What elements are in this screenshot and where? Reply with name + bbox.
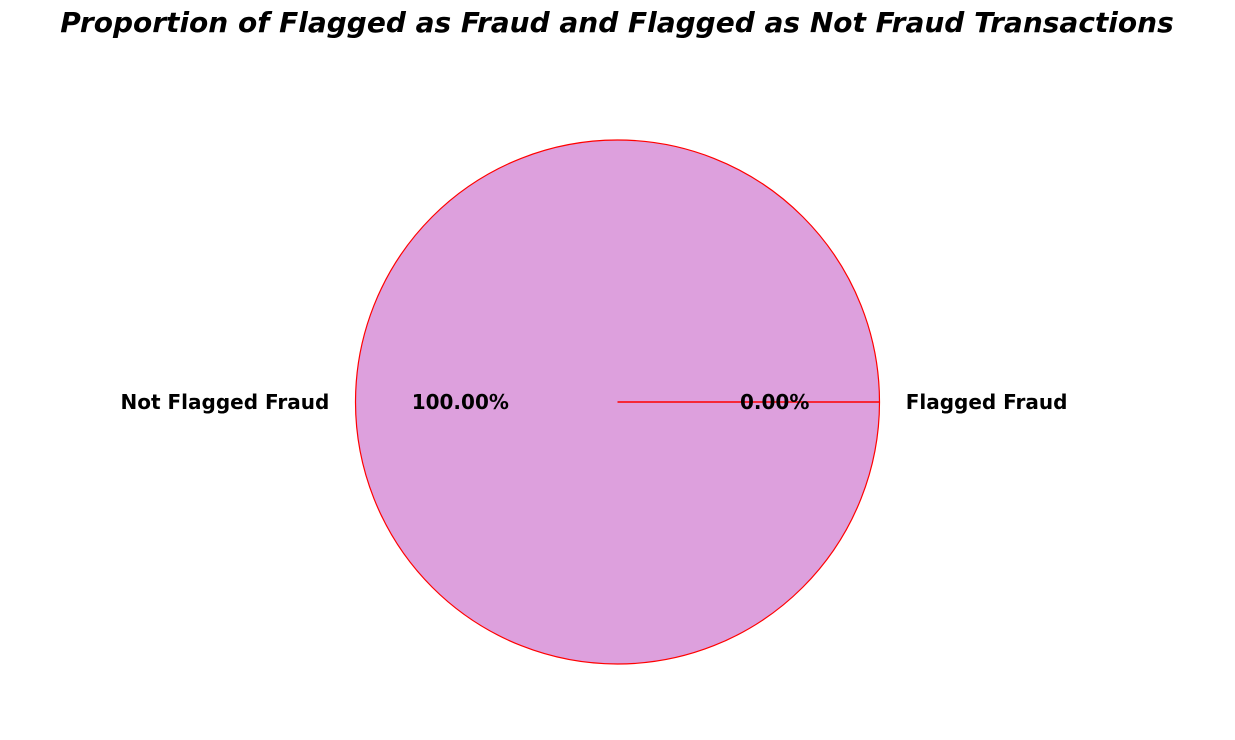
pie-labels: Flagged Fraud 0.00% Not Flagged Fraud 100.0…	[121, 390, 1068, 414]
slice-percent-label: 100.00%	[412, 390, 509, 414]
chart-title: Proportion of Flagged as Fraud and Flagg…	[60, 6, 1173, 39]
slice-label: Flagged Fraud	[906, 390, 1068, 414]
slice-percent-label: 0.00%	[740, 390, 809, 414]
slice-label: Not Flagged Fraud	[121, 390, 330, 414]
pie-slices	[354, 139, 881, 665]
